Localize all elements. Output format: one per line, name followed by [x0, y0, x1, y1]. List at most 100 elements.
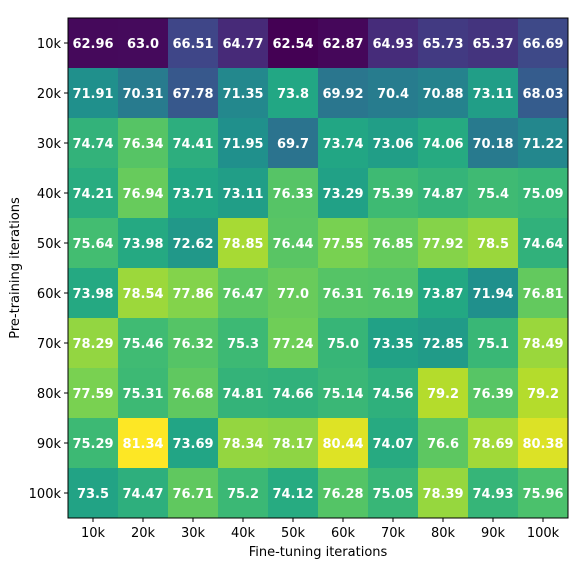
- heatmap-cell: [268, 418, 319, 469]
- heatmap-cell: [118, 268, 169, 319]
- heatmap-cell: [118, 168, 169, 219]
- heatmap-cell: [418, 18, 469, 69]
- y-tick-label: 80k: [37, 387, 62, 402]
- heatmap-cell: [468, 118, 519, 169]
- cell-value-label: 75.2: [227, 487, 259, 502]
- cell-value-label: 70.18: [472, 137, 513, 152]
- heatmap-cell: [118, 368, 169, 419]
- cell-value-label: 74.21: [72, 187, 113, 202]
- heatmap-cell: [68, 118, 119, 169]
- cell-value-label: 76.31: [322, 287, 363, 302]
- cell-value-label: 66.51: [172, 37, 213, 52]
- cell-value-label: 78.39: [422, 487, 463, 502]
- heatmap-cell: [68, 318, 119, 369]
- cell-value-label: 75.1: [477, 337, 509, 352]
- cell-value-label: 64.93: [372, 37, 413, 52]
- cell-value-label: 76.34: [122, 137, 163, 152]
- heatmap-cell: [318, 368, 369, 419]
- cell-value-label: 76.6: [427, 437, 459, 452]
- cell-value-label: 71.94: [472, 287, 513, 302]
- cell-value-label: 78.34: [222, 437, 263, 452]
- heatmap-cell: [118, 218, 169, 269]
- heatmap-cell: [468, 168, 519, 219]
- cell-value-label: 80.44: [322, 437, 363, 452]
- heatmap-cell: [118, 418, 169, 469]
- cell-value-label: 73.5: [77, 487, 109, 502]
- cell-value-label: 74.47: [122, 487, 163, 502]
- heatmap-cell: [318, 418, 369, 469]
- cell-value-label: 74.12: [272, 487, 313, 502]
- heatmap-cell: [518, 18, 569, 69]
- heatmap-cell: [518, 168, 569, 219]
- cell-value-label: 78.49: [522, 337, 563, 352]
- cell-value-label: 76.81: [522, 287, 563, 302]
- cell-value-label: 76.68: [172, 387, 213, 402]
- cell-value-label: 77.55: [322, 237, 363, 252]
- heatmap-cell: [368, 118, 419, 169]
- cell-value-label: 74.64: [522, 237, 563, 252]
- cell-value-label: 75.39: [372, 187, 413, 202]
- heatmap-cell: [468, 18, 519, 69]
- heatmap-cell: [518, 418, 569, 469]
- heatmap-cell: [168, 168, 219, 219]
- cell-value-label: 62.54: [272, 37, 313, 52]
- heatmap-cell: [68, 18, 119, 69]
- heatmap-cell: [368, 18, 419, 69]
- heatmap-cell: [268, 468, 319, 519]
- cell-value-label: 72.62: [172, 237, 213, 252]
- heatmap-cell: [518, 268, 569, 319]
- heatmap-cell: [418, 118, 469, 169]
- heatmap-cell: [318, 318, 369, 369]
- cell-value-label: 73.87: [422, 287, 463, 302]
- heatmap-cell: [468, 368, 519, 419]
- heatmap-cell: [218, 68, 269, 119]
- cell-value-label: 73.71: [172, 187, 213, 202]
- heatmap-cell: [218, 168, 269, 219]
- heatmap-cell: [168, 318, 219, 369]
- heatmap-cell: [318, 18, 369, 69]
- heatmap-cell: [418, 418, 469, 469]
- y-tick-label: 50k: [37, 237, 62, 252]
- x-tick-label: 80k: [431, 526, 456, 541]
- x-tick-label: 90k: [481, 526, 506, 541]
- heatmap-cell: [68, 68, 119, 119]
- heatmap-cell: [368, 268, 419, 319]
- heatmap-cell: [218, 268, 269, 319]
- cell-value-label: 76.32: [172, 337, 213, 352]
- heatmap-cell: [418, 368, 469, 419]
- heatmap-cell: [168, 118, 219, 169]
- heatmap-cell: [218, 418, 269, 469]
- heatmap-cell: [268, 318, 319, 369]
- cell-value-label: 74.87: [422, 187, 463, 202]
- heatmap-cell: [518, 118, 569, 169]
- heatmap-cell: [218, 318, 269, 369]
- cell-value-label: 65.37: [472, 37, 513, 52]
- heatmap-cell: [318, 468, 369, 519]
- cell-value-label: 67.78: [172, 87, 213, 102]
- x-tick-label: 10k: [81, 526, 106, 541]
- cell-value-label: 74.74: [72, 137, 113, 152]
- heatmap-cell: [468, 318, 519, 369]
- heatmap-cell: [68, 468, 119, 519]
- heatmap-cell: [418, 218, 469, 269]
- cell-value-label: 73.35: [372, 337, 413, 352]
- cell-value-label: 73.98: [122, 237, 163, 252]
- heatmap-cell: [468, 468, 519, 519]
- cell-value-label: 77.59: [72, 387, 113, 402]
- y-axis-ticks: 10k 20k 30k 40k 50k 60k 70k 80k 90k 100k: [29, 37, 68, 502]
- cell-value-label: 70.88: [422, 87, 463, 102]
- heatmap-cell: [218, 368, 269, 419]
- heatmap-cell: [68, 268, 119, 319]
- cell-value-label: 81.34: [122, 437, 163, 452]
- cell-value-label: 78.29: [72, 337, 113, 352]
- cell-value-label: 66.69: [522, 37, 563, 52]
- heatmap-cell: [268, 218, 319, 269]
- cell-value-label: 73.29: [322, 187, 363, 202]
- x-tick-label: 20k: [131, 526, 156, 541]
- heatmap-cells: 62.96 63.0 66.51 64.77 62.54 62.87 64.93 65.73 6…: [68, 18, 569, 519]
- heatmap-cell: [118, 318, 169, 369]
- heatmap-cell: [68, 418, 119, 469]
- cell-value-label: 78.17: [272, 437, 313, 452]
- cell-value-label: 75.0: [327, 337, 359, 352]
- cell-value-label: 70.4: [377, 87, 409, 102]
